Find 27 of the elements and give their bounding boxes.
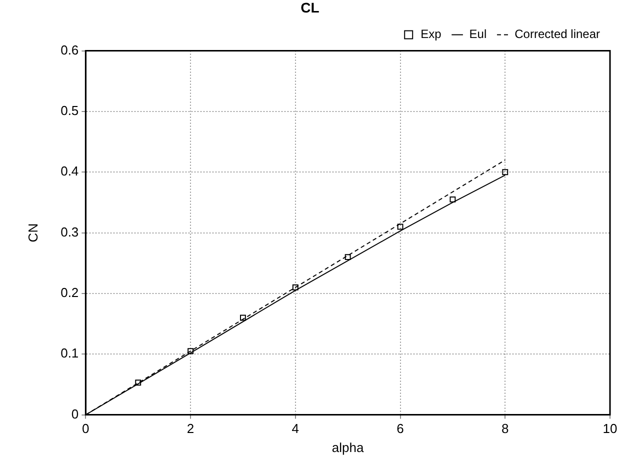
point [397,224,404,230]
point [344,254,351,260]
legend-label: Corrected linear [514,27,600,42]
point [135,380,142,386]
chart-title: CL [300,0,320,16]
y-axis-title: CN [25,223,40,242]
point [502,169,508,176]
y-tick-label: 0.5 [60,103,79,118]
y-tick-label: 0.3 [60,224,79,240]
x-tick-label: 10 [602,421,618,436]
x-tick-label: 6 [396,421,404,436]
y-tick-label: 0.2 [60,285,79,300]
x-axis-title: alpha [332,440,365,455]
legend-label: Eul [469,27,487,42]
y-tick-label: 0.6 [60,42,79,58]
y-tick-label: 0 [71,406,79,422]
point [450,196,456,202]
legend-label: Exp [420,27,442,42]
x-tick-label: 2 [186,421,194,436]
point [240,314,246,321]
x-tick-label: 0 [82,421,90,436]
x-tick-label: 8 [502,421,509,436]
y-tick-label: 0.4 [60,164,79,179]
point [292,284,298,290]
y-tick-label: 0.1 [60,346,79,361]
x-tick-label: 4 [292,421,300,436]
point [188,348,194,354]
